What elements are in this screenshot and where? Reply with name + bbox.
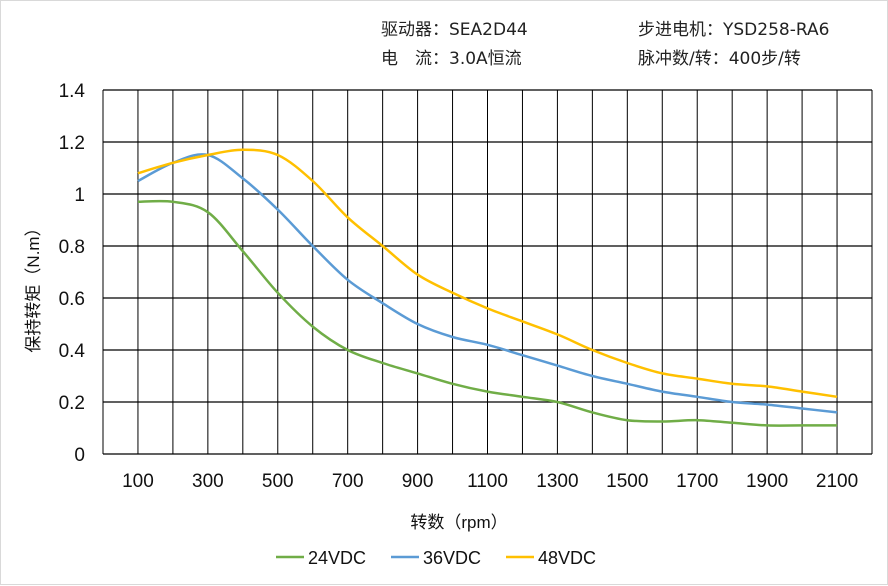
series-line-36VDC: [137, 153, 838, 414]
y-tick-label: 0.4: [59, 341, 86, 362]
x-axis-label: 转数（rpm）: [410, 513, 507, 532]
y-tick-label: 0: [74, 445, 85, 466]
legend-label-48VDC: 48VDC: [538, 548, 596, 568]
motor-label: 步进电机：YSD258-RA6: [638, 20, 830, 40]
pulses-label: 脉冲数/转：400步/转: [638, 49, 801, 69]
x-tick-label: 2100: [816, 471, 858, 492]
x-tick-label: 100: [122, 471, 154, 492]
legend-label-36VDC: 36VDC: [423, 548, 481, 568]
driver-label: 驱动器：SEA2D44: [381, 20, 528, 40]
x-tick-label: 1100: [467, 471, 508, 492]
x-tick-label: 900: [402, 471, 434, 492]
y-tick-label: 1: [74, 185, 85, 206]
x-tick-label: 1700: [676, 471, 718, 492]
y-tick-label: 1.4: [59, 81, 86, 102]
series-line-24VDC: [137, 199, 838, 427]
series-line-48VDC: [137, 148, 838, 399]
x-tick-label: 300: [192, 471, 224, 492]
y-tick-label: 0.2: [59, 393, 85, 414]
x-tick-label: 1300: [536, 471, 578, 492]
y-tick-label: 0.6: [59, 289, 85, 310]
legend-label-24VDC: 24VDC: [308, 548, 366, 568]
x-tick-label: 1900: [746, 471, 788, 492]
x-tick-label: 700: [332, 471, 364, 492]
x-tick-label: 1500: [606, 471, 648, 492]
x-tick-label: 500: [262, 471, 294, 492]
y-tick-label: 1.2: [59, 133, 85, 154]
y-axis-label: 保持转矩（N.m）: [24, 219, 43, 352]
y-tick-label: 0.8: [59, 237, 85, 258]
current-label: 电 流：3.0A恒流: [381, 49, 522, 69]
